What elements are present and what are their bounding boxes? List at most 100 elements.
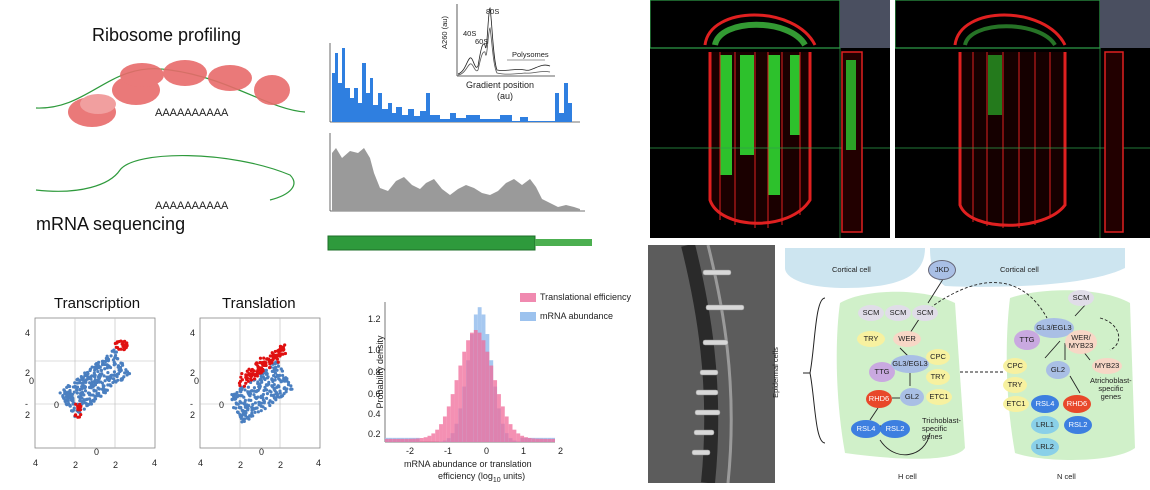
- scatter-point: [69, 393, 73, 397]
- scatter-point: [252, 386, 257, 390]
- scatter-point: [252, 389, 256, 393]
- scatter-point: [250, 411, 254, 415]
- scatter-point: [65, 397, 70, 401]
- scatter-point: [234, 406, 238, 410]
- scatter-point: [279, 380, 283, 384]
- scatter-point: [230, 397, 234, 401]
- scatter-point: [93, 373, 97, 377]
- ribosome-coverage-track: [329, 43, 580, 123]
- scatter-point: [115, 341, 119, 345]
- legend-te-label: Translational efficiency: [540, 292, 632, 302]
- histogram-bar: [385, 438, 389, 442]
- scatter-point: [283, 386, 287, 390]
- gene-model: [327, 235, 592, 251]
- scatter-point: [248, 392, 252, 396]
- scatter-point: [127, 372, 132, 376]
- hist-xlabel-line2: efficiency (log10 units): [438, 471, 525, 484]
- scatter-point: [261, 392, 266, 397]
- scatter-point: [280, 369, 285, 373]
- scatter-point: [246, 385, 250, 389]
- histogram-bar: [500, 406, 505, 442]
- scatter-point: [251, 414, 255, 418]
- scatter-point: [94, 362, 99, 366]
- scatter-point: [282, 376, 286, 381]
- scatter-point: [253, 410, 257, 414]
- scatter-point: [265, 392, 270, 396]
- histogram-bar: [527, 438, 532, 442]
- scatter-point: [246, 379, 250, 383]
- scatter-point: [248, 373, 252, 378]
- hist-ytick-4: 0.4: [368, 409, 381, 419]
- hist-ytick-0: 1.2: [368, 314, 381, 324]
- root-confocal-left: [650, 0, 890, 238]
- node-n-rsl2: RSL2: [1064, 416, 1092, 434]
- histogram-bar: [520, 435, 525, 442]
- scatter-point: [272, 394, 276, 398]
- scatter-point: [274, 392, 278, 396]
- node-n-myb23: MYB23: [1092, 358, 1122, 374]
- histogram-bar: [551, 438, 555, 442]
- t-ytick-3: -: [25, 399, 28, 409]
- scatter-point: [275, 385, 279, 389]
- scatter-point: [81, 381, 85, 385]
- histogram-bar: [477, 332, 482, 442]
- scatter-point: [80, 387, 84, 391]
- translation-title: Translation: [222, 295, 296, 312]
- histogram-bar: [485, 351, 490, 442]
- histogram-bar: [481, 340, 486, 442]
- scatter-point: [279, 348, 283, 352]
- scatter-point: [116, 364, 121, 368]
- scatter-point: [276, 360, 280, 364]
- transcription-title: Transcription: [54, 295, 141, 312]
- histogram-bar: [446, 406, 451, 442]
- node-n-cpc: CPC: [1003, 358, 1027, 374]
- t-xtick-3: 2: [113, 460, 119, 470]
- scatter-point: [96, 369, 100, 374]
- scatter-point: [283, 379, 287, 383]
- histogram-bar: [466, 340, 470, 442]
- scatter-point: [240, 394, 244, 398]
- scatter-point: [275, 373, 280, 377]
- scatter-point: [89, 402, 94, 406]
- scatter-point: [232, 393, 237, 397]
- scatter-point: [119, 361, 123, 365]
- histogram-bar: [404, 438, 409, 442]
- scatter-point: [83, 385, 88, 389]
- scatter-point: [89, 399, 93, 404]
- polysome-inset: [445, 0, 560, 78]
- node-n-atricho-genes: Atrichoblast- specific genes: [1090, 376, 1132, 401]
- scatter-point: [259, 371, 263, 375]
- scatter-point: [99, 373, 103, 377]
- scatter-point: [240, 378, 244, 382]
- epidermal-cells-label: Epidermal cells: [770, 347, 780, 398]
- scatter-point: [102, 390, 106, 394]
- scatter-point: [87, 397, 92, 401]
- scatter-point: [270, 351, 274, 355]
- histogram-bar: [539, 438, 544, 442]
- scatter-point: [268, 366, 272, 370]
- scatter-point: [85, 404, 89, 408]
- node-h-tricho-genes: Trichoblast- specific genes: [922, 416, 961, 441]
- scatter-point: [121, 363, 125, 367]
- scatter-point: [63, 391, 67, 395]
- scatter-point: [257, 366, 262, 370]
- root-hair-sem: [648, 245, 775, 483]
- histogram-bar: [493, 380, 498, 442]
- tl-xtick-3: 2: [278, 460, 284, 470]
- scatter-point: [109, 354, 113, 358]
- scatter-point: [78, 378, 82, 383]
- scatter-point: [286, 380, 291, 385]
- scatter-point: [105, 366, 109, 370]
- scatter-point: [267, 357, 271, 361]
- scatter-point: [243, 388, 247, 392]
- scatter-point: [248, 377, 253, 381]
- scatter-point: [78, 397, 82, 401]
- scatter-point: [104, 359, 108, 363]
- scatter-point: [281, 352, 285, 356]
- scatter-point: [116, 372, 120, 376]
- node-h-ttg: TTG: [869, 362, 895, 382]
- scatter-point: [268, 354, 272, 358]
- scatter-point: [115, 375, 119, 379]
- tl-xtick-0: 4: [198, 458, 204, 468]
- scatter-point: [244, 411, 248, 415]
